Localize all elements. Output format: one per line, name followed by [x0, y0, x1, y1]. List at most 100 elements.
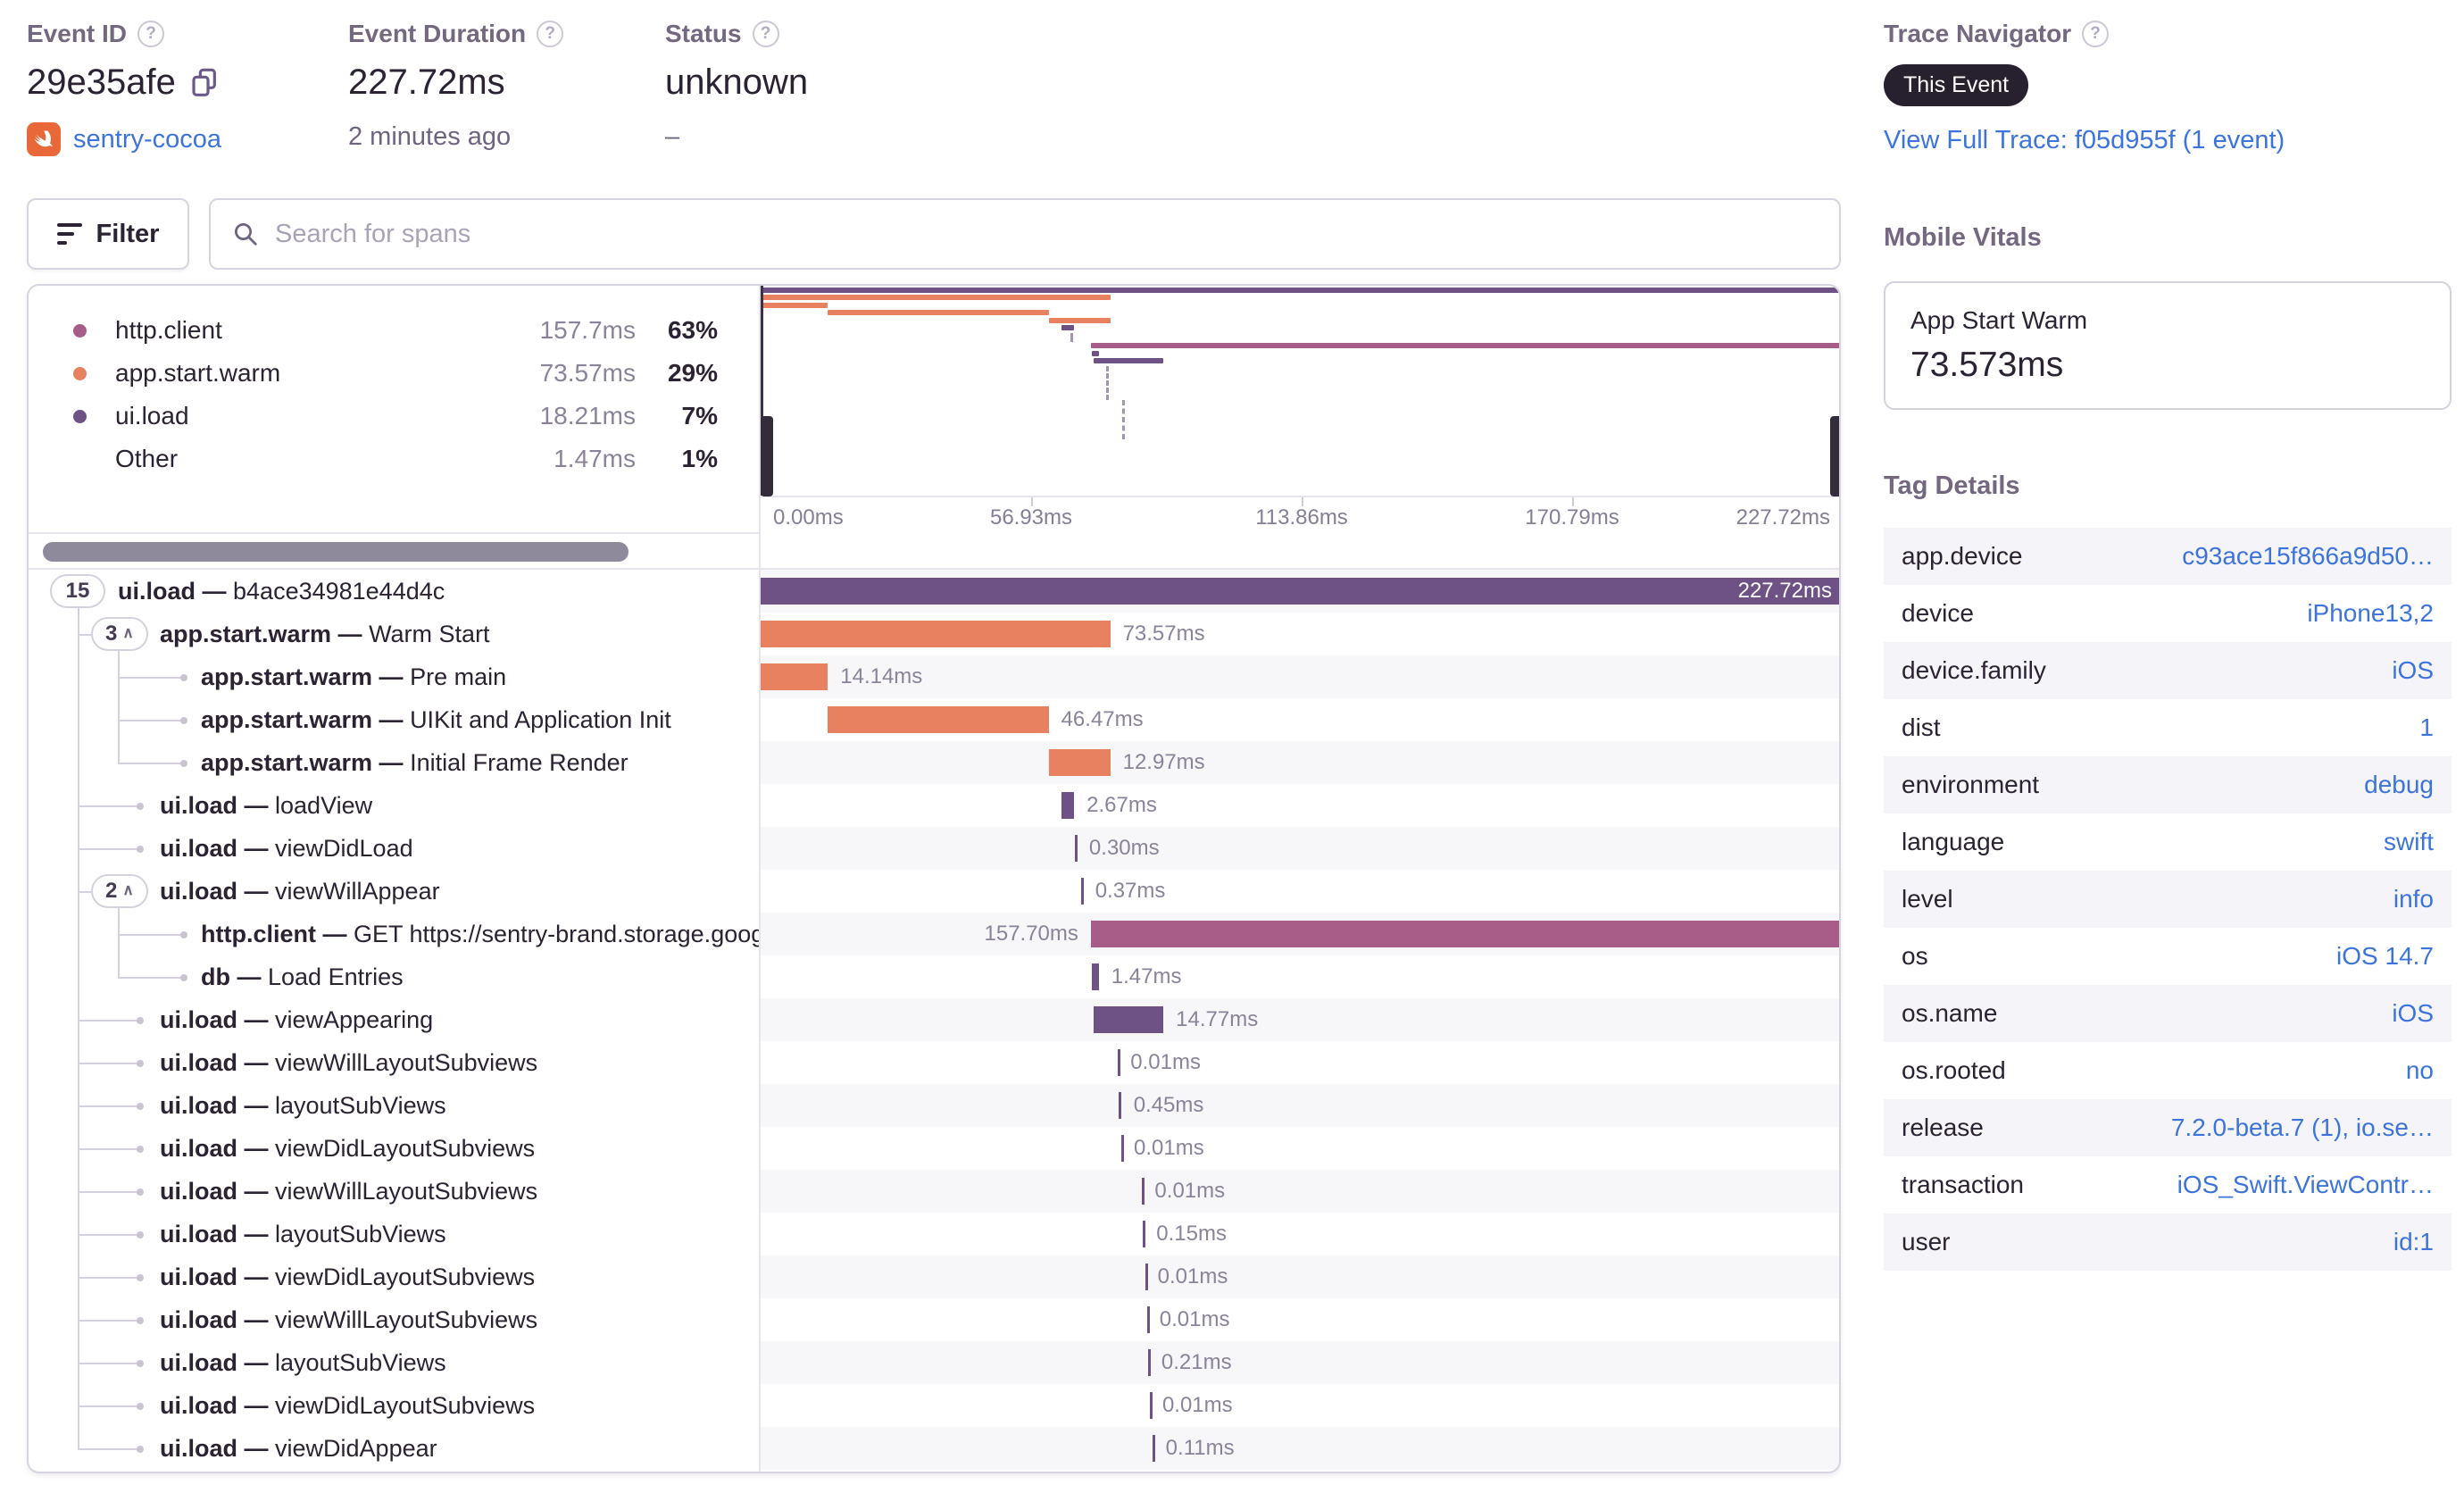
search-input[interactable] — [275, 219, 1818, 249]
tag-value-link[interactable]: swift — [2384, 828, 2434, 855]
span-tree-row[interactable]: http.client — GET https://sentry-brand.s… — [29, 913, 759, 955]
span-duration-bar[interactable] — [1147, 1349, 1151, 1376]
tag-value-link[interactable]: 7.2.0-beta.7 (1), io.se… — [2170, 1113, 2434, 1141]
span-bar-row[interactable]: 14.14ms — [761, 655, 1839, 698]
tree-connector — [78, 1363, 137, 1364]
vital-card-app-start-warm[interactable]: App Start Warm 73.573ms — [1884, 281, 2452, 410]
help-icon[interactable]: ? — [2082, 21, 2110, 47]
view-full-trace-link[interactable]: View Full Trace: f05d955f (1 event) — [1884, 126, 2285, 154]
span-tree-row[interactable]: ui.load — viewWillLayoutSubviews — [29, 1298, 759, 1341]
span-tree-row[interactable]: 2 ∧ ui.load — viewWillAppear — [29, 870, 759, 913]
span-tree-row[interactable]: ui.load — viewDidAppear — [29, 1427, 759, 1470]
span-duration-bar[interactable] — [1145, 1264, 1148, 1290]
span-tree-row[interactable]: ui.load — layoutSubViews — [29, 1341, 759, 1384]
span-op: ui.load — — [160, 1349, 276, 1376]
tag-value-link[interactable]: 1 — [2419, 713, 2434, 741]
copy-icon[interactable] — [190, 67, 219, 99]
span-tree-row[interactable]: ui.load — viewAppearing — [29, 998, 759, 1041]
span-duration-label: 0.01ms — [1161, 1393, 1233, 1417]
tag-value-link[interactable]: iPhone13,2 — [2307, 599, 2434, 627]
span-bar-row[interactable]: 0.01ms — [761, 1127, 1839, 1170]
span-tree-row[interactable]: app.start.warm — UIKit and Application I… — [29, 698, 759, 741]
span-bar-row[interactable]: 73.57ms — [761, 613, 1839, 655]
tag-value-link[interactable]: no — [2405, 1056, 2434, 1084]
span-duration-bar[interactable] — [1091, 963, 1099, 990]
minimap-left-handle[interactable] — [761, 416, 773, 496]
span-bar-row[interactable]: 0.01ms — [761, 1170, 1839, 1213]
span-duration-bar[interactable] — [761, 578, 1839, 605]
span-bar-row[interactable]: 2.67ms — [761, 784, 1839, 827]
tag-value-link[interactable]: c93ace15f866a9d50… — [2182, 542, 2434, 570]
span-duration-bar[interactable] — [1093, 1006, 1164, 1033]
minimap-right-handle[interactable] — [1830, 416, 1839, 496]
span-tree-row[interactable]: ui.load — viewDidLayoutSubviews — [29, 1127, 759, 1170]
span-duration-bar[interactable] — [1142, 1178, 1145, 1205]
span-duration-bar[interactable] — [828, 706, 1049, 733]
help-icon[interactable]: ? — [752, 21, 779, 47]
span-duration-bar[interactable] — [761, 663, 828, 690]
span-bar-row[interactable]: 0.01ms — [761, 1384, 1839, 1427]
span-bar-row[interactable]: 0.11ms — [761, 1427, 1839, 1470]
span-duration-bar[interactable] — [1119, 1092, 1122, 1119]
tag-row: device.family iOS — [1884, 642, 2452, 699]
span-children-toggle[interactable]: 15 — [50, 574, 105, 608]
tag-value-link[interactable]: debug — [2364, 771, 2434, 798]
span-children-toggle[interactable]: 3 ∧ — [91, 617, 148, 651]
span-tree-row[interactable]: app.start.warm — Pre main — [29, 655, 759, 698]
span-bar-row[interactable]: 0.30ms — [761, 827, 1839, 870]
span-tree-row[interactable]: app.start.warm — Initial Frame Render — [29, 741, 759, 784]
span-duration-bar[interactable] — [1118, 1049, 1121, 1076]
span-bar-row[interactable]: 0.15ms — [761, 1213, 1839, 1255]
status-sub: – — [665, 122, 680, 151]
span-tree-row[interactable]: ui.load — viewDidLoad — [29, 827, 759, 870]
span-bar-row[interactable]: 0.01ms — [761, 1255, 1839, 1298]
tag-value-link[interactable]: iOS — [2392, 999, 2434, 1027]
tag-value-link[interactable]: iOS 14.7 — [2336, 942, 2434, 970]
tag-value-link[interactable]: id:1 — [2393, 1228, 2434, 1255]
span-children-toggle[interactable]: 2 ∧ — [91, 874, 148, 908]
span-bar-row[interactable]: 12.97ms — [761, 741, 1839, 784]
span-bar-row[interactable]: 227.72ms — [761, 570, 1839, 613]
span-bar-row[interactable]: 0.37ms — [761, 870, 1839, 913]
tag-row: level info — [1884, 871, 2452, 928]
span-tree-row[interactable]: ui.load — viewWillLayoutSubviews — [29, 1041, 759, 1084]
span-duration-bar[interactable] — [1048, 749, 1111, 776]
project-link[interactable]: sentry-cocoa — [73, 124, 222, 154]
tag-value-link[interactable]: iOS_Swift.ViewContr… — [2177, 1171, 2434, 1198]
span-tree-row[interactable]: db — Load Entries — [29, 955, 759, 998]
span-bar-row[interactable]: 157.70ms — [761, 913, 1839, 955]
span-bar-row[interactable]: 0.45ms — [761, 1084, 1839, 1127]
span-duration-bar[interactable] — [761, 621, 1111, 647]
help-icon[interactable]: ? — [537, 21, 564, 47]
span-bar-row[interactable]: 1.47ms — [761, 955, 1839, 998]
span-bar-row[interactable]: 0.01ms — [761, 1298, 1839, 1341]
tag-value-link[interactable]: info — [2393, 885, 2434, 913]
span-bar-row[interactable]: 0.01ms — [761, 1041, 1839, 1084]
filter-button[interactable]: Filter — [27, 198, 189, 270]
span-duration-bar[interactable] — [1075, 835, 1078, 862]
span-bar-row[interactable]: 0.21ms — [761, 1341, 1839, 1384]
span-duration-bar[interactable] — [1146, 1306, 1150, 1333]
span-tree-row[interactable]: ui.load — loadView — [29, 784, 759, 827]
trace-minimap[interactable]: 0.00ms 56.93ms 113.86ms 170.79ms 227.72ms — [761, 286, 1839, 534]
span-duration-bar[interactable] — [1149, 1392, 1153, 1419]
scrollbar-thumb[interactable] — [43, 542, 628, 562]
span-tree-row[interactable]: ui.load — viewWillLayoutSubviews — [29, 1170, 759, 1213]
span-duration-bar[interactable] — [1120, 1135, 1124, 1162]
span-tree-row[interactable]: ui.load — viewDidLayoutSubviews — [29, 1255, 759, 1298]
span-tree-row[interactable]: 3 ∧ app.start.warm — Warm Start — [29, 613, 759, 655]
span-tree-row[interactable]: ui.load — viewDidLayoutSubviews — [29, 1384, 759, 1427]
span-tree-row[interactable]: ui.load — layoutSubViews — [29, 1084, 759, 1127]
span-tree-row[interactable]: ui.load — layoutSubViews — [29, 1213, 759, 1255]
span-duration-bar[interactable] — [1153, 1435, 1156, 1462]
span-duration-bar[interactable] — [1061, 792, 1075, 819]
help-icon[interactable]: ? — [137, 21, 165, 47]
span-bar-row[interactable]: 14.77ms — [761, 998, 1839, 1041]
panel-divider[interactable] — [759, 286, 761, 1472]
span-duration-bar[interactable] — [1090, 921, 1839, 947]
span-bar-row[interactable]: 46.47ms — [761, 698, 1839, 741]
span-tree-row[interactable]: 15 ui.load — b4ace34981e44d4c — [29, 570, 759, 613]
span-duration-bar[interactable] — [1143, 1221, 1146, 1247]
span-duration-bar[interactable] — [1080, 878, 1084, 905]
tag-value-link[interactable]: iOS — [2392, 656, 2434, 684]
